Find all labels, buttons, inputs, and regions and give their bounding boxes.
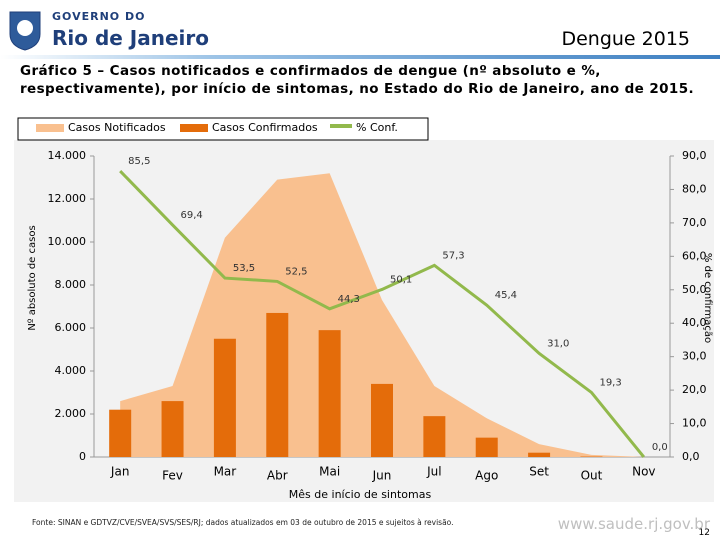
x-tick-label: Mar xyxy=(214,465,237,479)
bar xyxy=(371,383,393,457)
y-tick-label: 12.000 xyxy=(48,192,87,205)
x-tick-label: Ago xyxy=(475,469,498,483)
y2-tick-label: 0,0 xyxy=(682,450,700,463)
bar xyxy=(528,452,551,457)
url: www.saude.rj.gov.br xyxy=(557,515,710,533)
data-label: 69,4 xyxy=(181,210,203,221)
bar xyxy=(475,437,498,457)
bar xyxy=(423,416,446,457)
x-tick-label: Fev xyxy=(162,469,183,483)
brand-top: GOVERNO DO xyxy=(52,10,146,23)
data-label: 57,3 xyxy=(442,250,464,261)
bar xyxy=(109,409,132,457)
legend-swatch xyxy=(180,124,208,132)
y2-axis-label: % de confirmação xyxy=(702,253,713,343)
x-tick-label: Jan xyxy=(110,465,130,479)
x-tick-label: Set xyxy=(529,465,549,479)
line xyxy=(119,170,645,458)
bar xyxy=(266,312,289,457)
chart-title: Gráfico 5 – Casos notificados e confirma… xyxy=(20,63,695,97)
x-tick-label: Jun xyxy=(372,469,392,483)
bar xyxy=(318,330,341,457)
data-label: 31,0 xyxy=(547,338,569,349)
data-label: 0,0 xyxy=(652,442,668,453)
brand: Rio de Janeiro xyxy=(52,26,210,50)
chart: Casos Notificados Casos Confirmados % Conf… xyxy=(14,117,714,502)
bar xyxy=(213,338,236,457)
data-label: 50,1 xyxy=(390,274,412,285)
source: Fonte: SINAN e GDTVZ/CVE/SVEA/SVS/SES/RJ… xyxy=(32,518,454,527)
y-tick-label: 0 xyxy=(79,450,86,463)
x-tick-label: Nov xyxy=(632,465,655,479)
y-tick-label: 6.000 xyxy=(55,321,87,334)
legend-swatch xyxy=(330,124,352,128)
y2-tick-label: 80,0 xyxy=(682,182,707,195)
y-tick-label: 2.000 xyxy=(55,407,87,420)
legend-label: Casos Confirmados xyxy=(212,121,318,134)
header-line xyxy=(0,55,720,59)
y2-tick-label: 40,0 xyxy=(682,316,707,329)
y2-tick-label: 30,0 xyxy=(682,350,707,363)
legend-swatch xyxy=(36,124,64,132)
data-label: 19,3 xyxy=(599,377,621,388)
y2-tick-label: 70,0 xyxy=(682,216,707,229)
y-tick-label: 14.000 xyxy=(48,149,87,162)
x-tick-label: Jul xyxy=(426,465,441,479)
y2-tick-label: 50,0 xyxy=(682,283,707,296)
y2-tick-label: 90,0 xyxy=(682,149,707,162)
y-tick-label: 10.000 xyxy=(48,235,87,248)
data-label: 52,5 xyxy=(285,266,307,277)
bar xyxy=(161,401,184,457)
y-axis-label: Nº absoluto de casos xyxy=(27,225,38,330)
legend-label: Casos Notificados xyxy=(68,121,166,134)
y-tick-label: 8.000 xyxy=(55,278,87,291)
data-label: 85,5 xyxy=(128,156,150,167)
slide-title: Dengue 2015 xyxy=(561,28,690,50)
y2-tick-label: 60,0 xyxy=(682,249,707,262)
data-label: 44,3 xyxy=(338,294,360,305)
legend-box xyxy=(17,117,429,141)
logo xyxy=(9,11,41,51)
x-tick-label: Abr xyxy=(267,469,288,483)
y2-tick-label: 20,0 xyxy=(682,383,707,396)
area xyxy=(120,173,644,457)
data-label: 53,5 xyxy=(233,263,255,274)
x-tick-label: Mai xyxy=(319,465,340,479)
y-tick-label: 4.000 xyxy=(55,364,87,377)
data-label: 45,4 xyxy=(495,290,517,301)
x-tick-label: Out xyxy=(581,469,603,483)
legend-label: % Conf. xyxy=(356,121,398,134)
page-number: 12 xyxy=(698,528,710,538)
x-axis-label: Mês de início de sintomas xyxy=(289,488,432,501)
y2-tick-label: 10,0 xyxy=(682,417,707,430)
